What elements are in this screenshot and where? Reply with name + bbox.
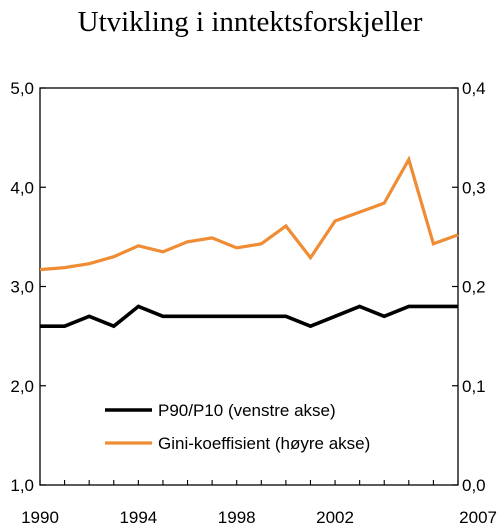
left-axis-tick-label: 3,0: [10, 278, 34, 297]
left-axis-tick-label: 2,0: [10, 377, 34, 396]
right-axis-tick-label: 0,3: [462, 178, 486, 197]
plot-frame: [39, 87, 459, 486]
legend-label: Gini-koeffisient (høyre akse): [158, 434, 370, 453]
gini-series-line: [39, 155, 459, 272]
x-axis-tick-label: 1994: [119, 508, 157, 527]
legend-label: P90/P10 (venstre akse): [158, 401, 336, 420]
chart-title: Utvikling i inntektsforskjeller: [77, 6, 423, 38]
x-axis-tick-label: 2002: [316, 508, 354, 527]
x-axis-tick-label: 1998: [218, 508, 256, 527]
left-axis-tick-label: 5,0: [10, 79, 34, 98]
right-axis-tick-label: 0,4: [462, 79, 486, 98]
x-axis-tick-label: 2007: [459, 508, 497, 527]
x-axis-tick-label: 1990: [21, 508, 59, 527]
right-axis-tick-label: 0,0: [462, 476, 486, 495]
left-axis-tick-label: 1,0: [10, 476, 34, 495]
p90-p10-series-line: [40, 304, 458, 329]
right-axis-tick-label: 0,2: [462, 278, 486, 297]
right-axis-tick-label: 0,1: [462, 377, 486, 396]
left-axis-tick-label: 4,0: [10, 178, 34, 197]
